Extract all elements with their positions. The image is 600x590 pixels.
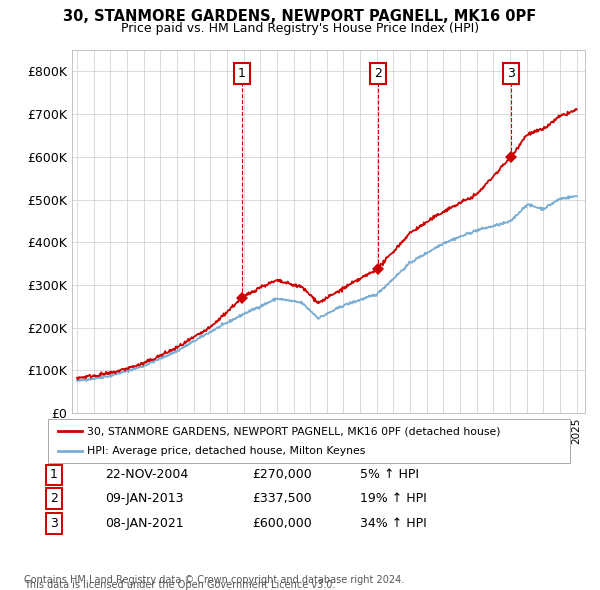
Text: 34% ↑ HPI: 34% ↑ HPI [360,517,427,530]
Text: 19% ↑ HPI: 19% ↑ HPI [360,492,427,505]
Text: £600,000: £600,000 [252,517,312,530]
Text: 1: 1 [238,67,246,80]
Text: 22-NOV-2004: 22-NOV-2004 [105,468,188,481]
Text: 30, STANMORE GARDENS, NEWPORT PAGNELL, MK16 0PF (detached house): 30, STANMORE GARDENS, NEWPORT PAGNELL, M… [87,427,500,436]
Text: 3: 3 [50,517,58,530]
Text: £337,500: £337,500 [252,492,311,505]
Text: Price paid vs. HM Land Registry's House Price Index (HPI): Price paid vs. HM Land Registry's House … [121,22,479,35]
Text: Contains HM Land Registry data © Crown copyright and database right 2024.: Contains HM Land Registry data © Crown c… [24,575,404,585]
Text: 09-JAN-2013: 09-JAN-2013 [105,492,184,505]
Text: 30, STANMORE GARDENS, NEWPORT PAGNELL, MK16 0PF: 30, STANMORE GARDENS, NEWPORT PAGNELL, M… [64,9,536,24]
Text: 5% ↑ HPI: 5% ↑ HPI [360,468,419,481]
Text: 2: 2 [50,492,58,505]
Text: 2: 2 [374,67,382,80]
Text: 3: 3 [507,67,515,80]
Text: 1: 1 [50,468,58,481]
Text: 08-JAN-2021: 08-JAN-2021 [105,517,184,530]
Text: This data is licensed under the Open Government Licence v3.0.: This data is licensed under the Open Gov… [24,580,335,590]
Text: £270,000: £270,000 [252,468,312,481]
Text: HPI: Average price, detached house, Milton Keynes: HPI: Average price, detached house, Milt… [87,446,365,455]
